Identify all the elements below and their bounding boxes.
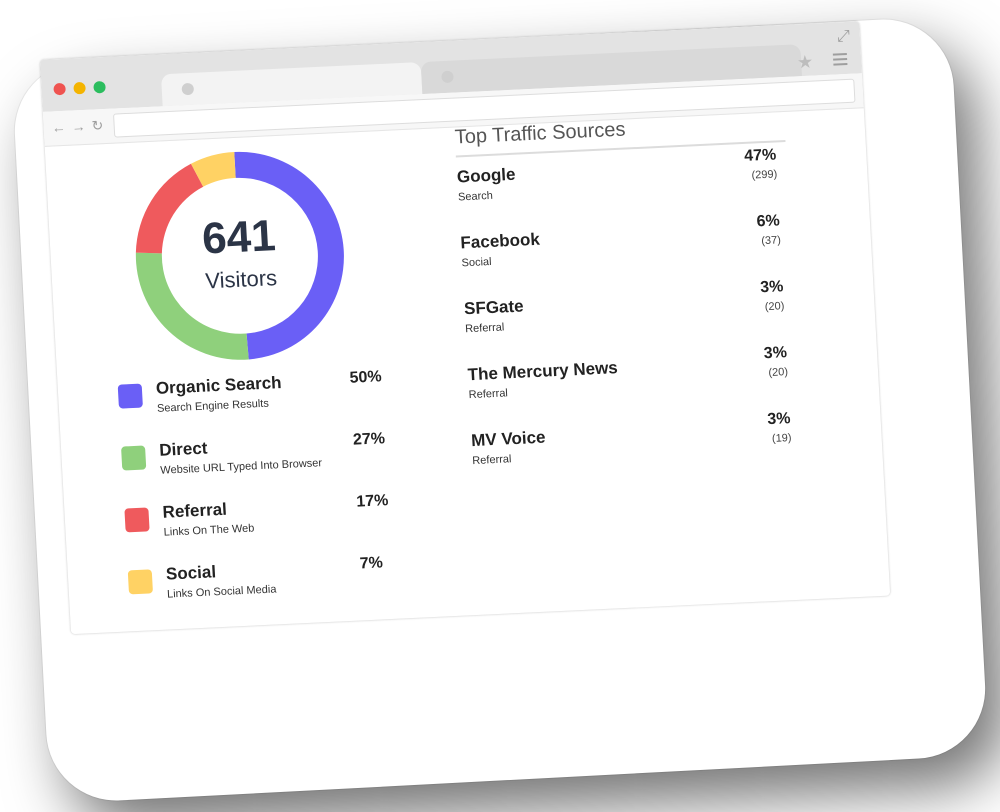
organic-swatch [117,383,143,409]
legend-name: Referral [162,499,228,522]
source-category: Social [461,255,492,270]
social-swatch [127,569,154,595]
source-percent: 3% [763,344,788,363]
donut-svg [135,151,344,360]
referral-swatch [124,507,150,533]
source-percent: 6% [756,212,781,231]
legend-description: Links On The Web [163,522,255,539]
legend-percent: 50% [349,368,383,387]
legend-description: Search Engine Results [156,397,270,415]
source-item-mv-voice: MV Voice Referral 3% (19) [470,406,803,487]
source-name: MV Voice [470,427,546,451]
donut-center: 641 Visitors [129,146,350,366]
maximize-dot-icon[interactable] [93,80,106,94]
source-category: Referral [471,453,512,468]
source-count: (37) [760,234,782,248]
source-category: Referral [468,387,509,402]
menu-icon[interactable] [832,50,848,69]
source-count: (19) [771,432,792,445]
legend-percent: 7% [359,554,384,573]
close-dot-icon[interactable] [53,82,66,96]
legend-item-social: Social Links On Social Media 7% [127,553,411,628]
page-content: 641 Visitors Organic Search Search Engin… [45,107,891,634]
forward-arrow-icon[interactable]: → [71,117,87,135]
legend-name: Social [165,562,217,584]
source-count: (20) [768,366,789,380]
tab-favicon-icon [441,70,454,84]
tab-favicon-icon [181,82,195,96]
back-arrow-icon[interactable]: ← [51,118,67,136]
source-count: (299) [751,168,778,182]
donut-slice-organic-search [234,151,344,360]
browser-window: ⤢ ★ ← → ↻ 641 Visitors Organic Search [40,21,891,635]
resize-icon[interactable]: ⤢ [836,27,851,46]
legend-description: Website URL Typed Into Browser [160,457,323,477]
direct-swatch [121,445,147,471]
source-name: Facebook [459,229,541,253]
top-traffic-sources: Top Traffic Sources Google Search 47% (2… [454,111,803,487]
source-name: Google [456,164,516,187]
source-category: Search [457,189,494,204]
legend-percent: 17% [355,492,389,511]
legend-name: Direct [158,438,208,460]
source-percent: 3% [766,410,791,429]
visitors-donut-chart: 641 Visitors [129,146,350,366]
source-count: (20) [764,300,785,314]
source-percent: 47% [743,146,777,165]
donut-slice-direct [135,252,249,360]
donut-slice-referral [135,163,204,254]
donut-slice-social [190,151,236,187]
visitors-total: 641 [200,211,277,264]
source-percent: 3% [759,278,784,297]
source-name: SFGate [463,296,525,319]
legend-name: Organic Search [155,372,282,398]
reload-icon[interactable]: ↻ [91,117,104,134]
legend-description: Links On Social Media [166,583,277,601]
legend-percent: 27% [352,430,386,449]
bookmark-star-icon[interactable]: ★ [796,51,814,73]
minimize-dot-icon[interactable] [73,81,86,95]
visitors-label: Visitors [204,265,278,294]
source-category: Referral [464,321,505,336]
source-name: The Mercury News [467,358,619,385]
traffic-breakdown-legend: Organic Search Search Engine Results 50%… [117,368,410,629]
